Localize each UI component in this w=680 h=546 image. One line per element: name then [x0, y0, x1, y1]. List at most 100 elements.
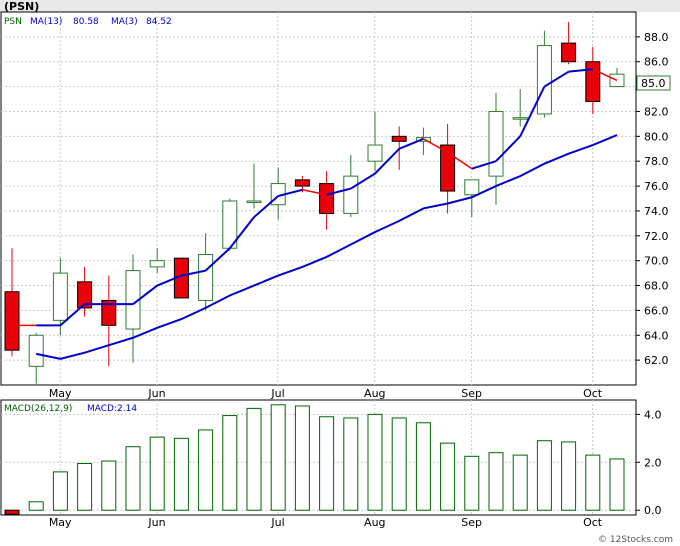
- ma-short-segment: [471, 160, 497, 170]
- last-price-text: 85.0: [641, 77, 666, 90]
- macd-bar: [52, 471, 68, 511]
- candle-body: [4, 291, 20, 351]
- candle-up: [222, 198, 238, 251]
- price-tick-label: 82.0: [644, 105, 669, 118]
- candle-body: [440, 144, 456, 192]
- ma-short-segment: [447, 151, 473, 170]
- ma-short-segment: [181, 269, 206, 277]
- macd-bar: [198, 429, 214, 511]
- macd-bar: [4, 509, 20, 515]
- macd-bar: [536, 440, 552, 511]
- ma-short-segment: [277, 188, 303, 197]
- macd-month-label: Sep: [461, 516, 482, 529]
- macd-bar: [609, 458, 625, 511]
- candle-body: [246, 200, 262, 203]
- macd-bar: [125, 446, 141, 511]
- macd-bar: [367, 413, 383, 511]
- macd-bar: [488, 452, 504, 511]
- month-labels: May May Jun Jun Jul Jul Aug Aug Sep Sep Oct Oct: [49, 387, 603, 529]
- candle-down: [294, 176, 310, 193]
- candle-body: [101, 299, 117, 326]
- ma-short-segment: [132, 284, 158, 305]
- macd-bar: [415, 422, 431, 511]
- candle-body: [488, 110, 504, 177]
- macd-bar: [173, 437, 189, 511]
- macd-bar: [149, 436, 165, 511]
- macd-bar: [28, 501, 44, 511]
- candle-down: [101, 275, 117, 367]
- macd-bar: [343, 417, 359, 511]
- candle-body: [561, 42, 577, 63]
- candle-up: [512, 89, 528, 127]
- ma-short-segment: [423, 138, 448, 154]
- candle-down: [77, 266, 93, 317]
- macd-bars: [4, 404, 625, 515]
- macd-tick-label: 4.0: [644, 408, 662, 421]
- last-price-badge: 85.0: [636, 75, 671, 91]
- price-tick-label: 76.0: [644, 180, 669, 193]
- price-tick-label: 86.0: [644, 56, 669, 69]
- candle-up: [246, 163, 262, 209]
- macd-bar: [246, 407, 262, 511]
- candle-body: [319, 183, 335, 214]
- ma-short-line: [12, 68, 618, 327]
- macd-axis: 0.0 2.0 4.0: [636, 408, 662, 517]
- price-tick-label: 68.0: [644, 280, 669, 293]
- month-label: Sep: [461, 387, 482, 400]
- macd-value-label: MACD:2.14: [87, 404, 137, 414]
- ma-short-segment: [326, 187, 352, 196]
- ma-long-path: [35, 134, 618, 360]
- price-tick-label: 74.0: [644, 205, 669, 218]
- candle-body: [536, 45, 552, 115]
- macd-tick-label: 0.0: [644, 504, 662, 517]
- macd-bar: [222, 415, 238, 511]
- ma-short-segment: [543, 70, 570, 88]
- macd-bar: [585, 454, 601, 511]
- price-tick-label: 72.0: [644, 230, 669, 243]
- candle-up: [28, 332, 44, 384]
- macd-month-label: Jun: [147, 516, 165, 529]
- ma-short-segment: [398, 137, 424, 150]
- candle-up: [52, 258, 68, 336]
- ma-short-segment: [519, 86, 546, 137]
- macd-month-label: Jul: [270, 516, 284, 529]
- macd-bar: [464, 455, 480, 511]
- candle-down: [319, 171, 335, 230]
- legend-ma-long-value: 80.58: [73, 17, 99, 27]
- macd-bar: [77, 462, 93, 511]
- candle-up: [198, 233, 214, 311]
- macd-bar: [440, 442, 456, 511]
- legend-ma-short-value: 84.52: [146, 17, 172, 27]
- candle-body: [391, 135, 407, 142]
- candle-up: [367, 111, 383, 172]
- macd-bar: [270, 404, 286, 511]
- price-tick-label: 80.0: [644, 130, 669, 143]
- candle-up: [488, 92, 504, 205]
- price-tick-label: 88.0: [644, 31, 669, 44]
- candle-down: [4, 248, 20, 357]
- candle-up: [149, 248, 165, 274]
- price-tick-label: 66.0: [644, 304, 669, 317]
- ma-short-segment: [253, 195, 279, 218]
- candle-body: [343, 175, 359, 214]
- macd-month-label: May: [49, 516, 72, 529]
- month-label: Oct: [583, 387, 603, 400]
- legend-ma-short-label: MA(3): [111, 17, 138, 27]
- candle-up: [536, 30, 552, 118]
- ma-short-segment: [350, 172, 376, 190]
- price-tick-label: 64.0: [644, 329, 669, 342]
- candle-down: [561, 21, 577, 65]
- month-label: Jul: [270, 387, 284, 400]
- candle-down: [173, 257, 189, 299]
- candle-up: [125, 254, 141, 363]
- candle-body: [367, 144, 383, 162]
- price-axis: 62.0 64.0 66.0 68.0 70.0 72.0 74.0 76.0 78.0 80.0…: [636, 31, 669, 367]
- price-tick-label: 62.0: [644, 354, 669, 367]
- candle-up: [464, 179, 480, 218]
- legend-ma-long-label: MA(13): [30, 17, 62, 27]
- macd-bar: [319, 416, 335, 511]
- month-label: May: [49, 387, 72, 400]
- macd-bar: [101, 460, 117, 511]
- ma-long-line: [35, 134, 618, 360]
